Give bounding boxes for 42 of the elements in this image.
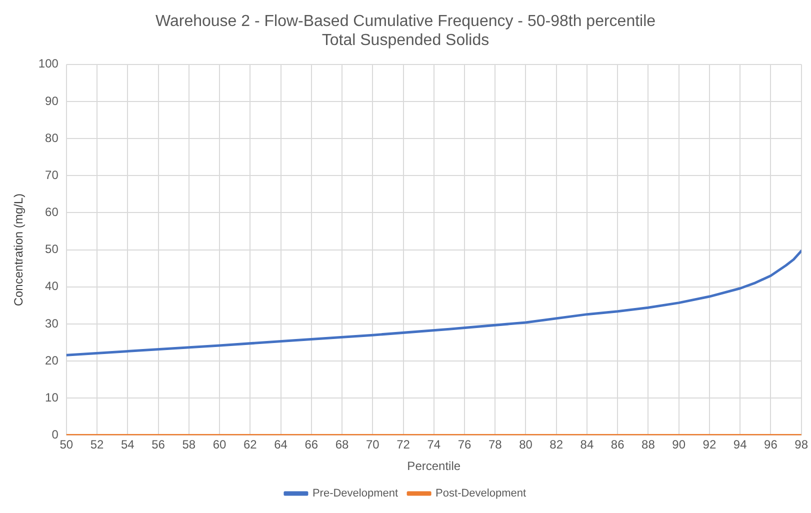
- x-tick-label: 68: [335, 438, 350, 452]
- y-tick-label: 10: [45, 390, 59, 404]
- x-tick-label: 86: [610, 438, 625, 452]
- x-tick-label: 66: [304, 438, 318, 452]
- x-tick-label: 62: [243, 438, 258, 452]
- x-tick-label: 50: [60, 438, 74, 452]
- x-tick-label: 54: [120, 438, 135, 452]
- y-tick-label: 80: [45, 130, 59, 145]
- y-axis-title: Concentration (mg/L): [12, 193, 26, 306]
- x-tick-label: 78: [488, 438, 502, 452]
- legend-label: Post-Development: [436, 488, 526, 500]
- x-tick-label: 98: [794, 438, 808, 452]
- x-tick-label: 70: [366, 438, 380, 452]
- y-tick-label: 0: [52, 428, 59, 442]
- y-tick-label: 20: [45, 353, 59, 368]
- x-tick-label: 84: [580, 438, 594, 452]
- x-tick-label: 52: [90, 438, 104, 452]
- x-tick-label: 88: [642, 438, 656, 452]
- chart-title: Warehouse 2 - Flow-Based Cumulative Frequency - 50-98th percentile: [155, 13, 656, 30]
- x-tick-label: 76: [458, 438, 472, 452]
- y-tick-label: 100: [38, 56, 59, 71]
- legend-label: Pre-Development: [312, 488, 398, 500]
- x-tick-label: 60: [212, 438, 227, 452]
- x-tick-label: 72: [396, 438, 410, 452]
- y-tick-label: 40: [45, 279, 59, 294]
- x-tick-label: 64: [274, 438, 288, 452]
- x-tick-label: 94: [733, 438, 748, 452]
- x-tick-label: 96: [764, 438, 778, 452]
- y-tick-label: 50: [45, 242, 59, 256]
- x-tick-label: 56: [152, 438, 166, 452]
- x-tick-label: 82: [550, 438, 564, 452]
- y-tick-label: 70: [45, 168, 59, 182]
- chart-subtitle: Total Suspended Solids: [322, 32, 490, 50]
- x-tick-label: 74: [427, 438, 441, 452]
- x-tick-label: 58: [182, 438, 196, 452]
- x-axis-title: Percentile: [407, 459, 461, 474]
- y-tick-label: 60: [45, 205, 59, 220]
- y-tick-label: 90: [45, 94, 59, 108]
- y-tick-label: 30: [45, 316, 59, 330]
- x-tick-label: 90: [672, 438, 686, 452]
- x-tick-label: 80: [519, 438, 533, 452]
- x-tick-label: 92: [702, 438, 716, 452]
